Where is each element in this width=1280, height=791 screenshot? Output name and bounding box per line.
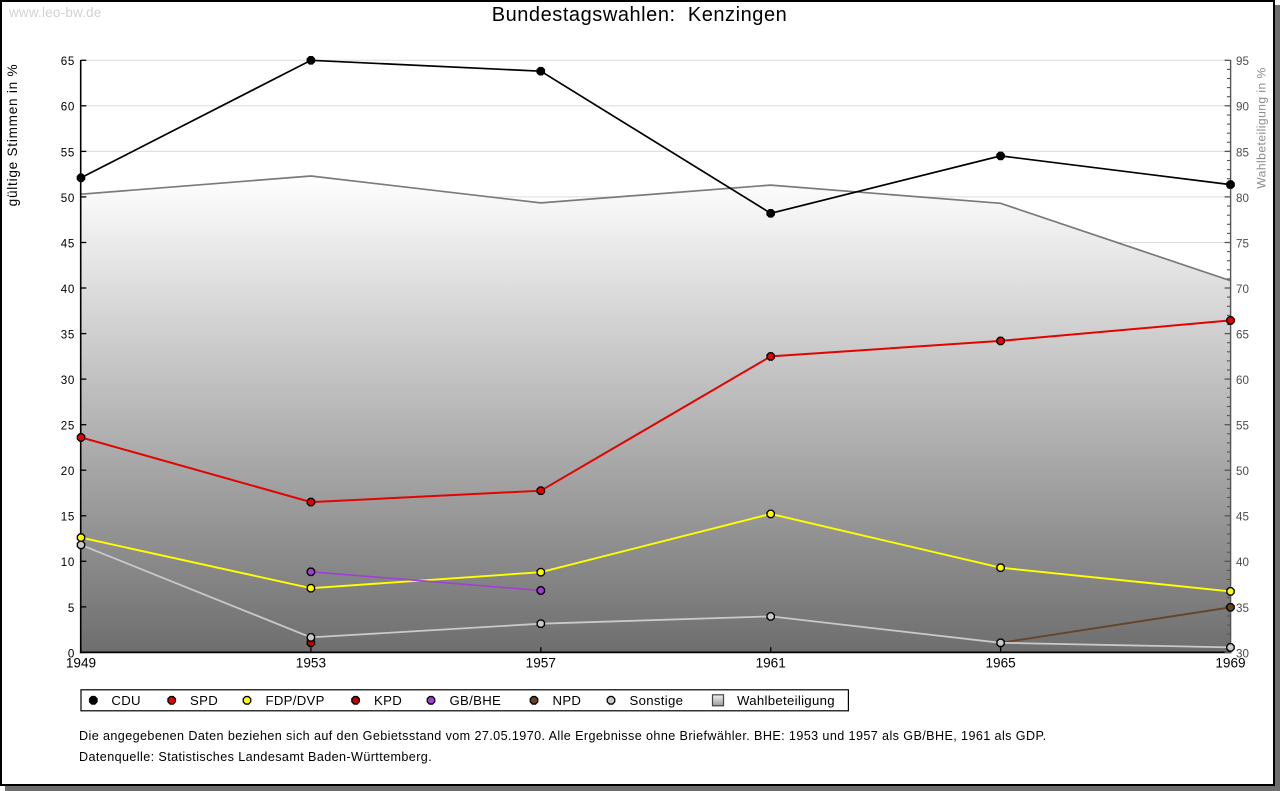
svg-text:35: 35 <box>1236 602 1249 615</box>
svg-text:Wahlbeteiligung in %: Wahlbeteiligung in % <box>1255 67 1269 189</box>
svg-text:KPD: KPD <box>374 693 402 708</box>
svg-text:90: 90 <box>1236 101 1249 114</box>
svg-text:60: 60 <box>1236 374 1249 387</box>
svg-text:45: 45 <box>1236 511 1249 524</box>
svg-text:75: 75 <box>1236 237 1249 250</box>
svg-text:CDU: CDU <box>111 693 140 708</box>
svg-text:60: 60 <box>61 101 75 114</box>
svg-text:GB/BHE: GB/BHE <box>450 693 502 708</box>
svg-text:30: 30 <box>1236 647 1249 660</box>
svg-text:1961: 1961 <box>756 656 786 671</box>
svg-text:gültige Stimmen in %: gültige Stimmen in % <box>5 64 20 207</box>
svg-text:25: 25 <box>61 420 75 433</box>
svg-text:80: 80 <box>1236 192 1249 205</box>
svg-text:50: 50 <box>61 192 75 205</box>
svg-text:95: 95 <box>1236 55 1249 68</box>
svg-text:20: 20 <box>61 465 75 478</box>
svg-text:40: 40 <box>61 283 75 296</box>
svg-text:1969: 1969 <box>1215 656 1245 671</box>
svg-text:50: 50 <box>1236 465 1249 478</box>
svg-text:55: 55 <box>1236 420 1249 433</box>
svg-text:40: 40 <box>1236 556 1249 569</box>
svg-text:35: 35 <box>61 329 75 342</box>
svg-text:55: 55 <box>61 146 75 159</box>
svg-text:1957: 1957 <box>526 656 556 671</box>
svg-text:15: 15 <box>61 511 75 524</box>
svg-text:NPD: NPD <box>553 693 582 708</box>
svg-text:Wahlbeteiligung: Wahlbeteiligung <box>737 693 835 708</box>
svg-text:65: 65 <box>61 55 75 68</box>
svg-text:1953: 1953 <box>296 656 326 671</box>
svg-text:SPD: SPD <box>190 693 218 708</box>
svg-text:1965: 1965 <box>985 656 1015 671</box>
svg-text:70: 70 <box>1236 283 1249 296</box>
svg-text:65: 65 <box>1236 329 1249 342</box>
svg-text:85: 85 <box>1236 146 1249 159</box>
svg-text:0: 0 <box>68 647 75 660</box>
svg-text:Sonstige: Sonstige <box>630 693 684 708</box>
svg-text:30: 30 <box>61 374 75 387</box>
svg-text:10: 10 <box>61 556 75 569</box>
svg-text:5: 5 <box>68 602 75 615</box>
svg-text:FDP/DVP: FDP/DVP <box>266 693 325 708</box>
svg-text:1949: 1949 <box>66 656 96 671</box>
svg-text:45: 45 <box>61 237 75 250</box>
